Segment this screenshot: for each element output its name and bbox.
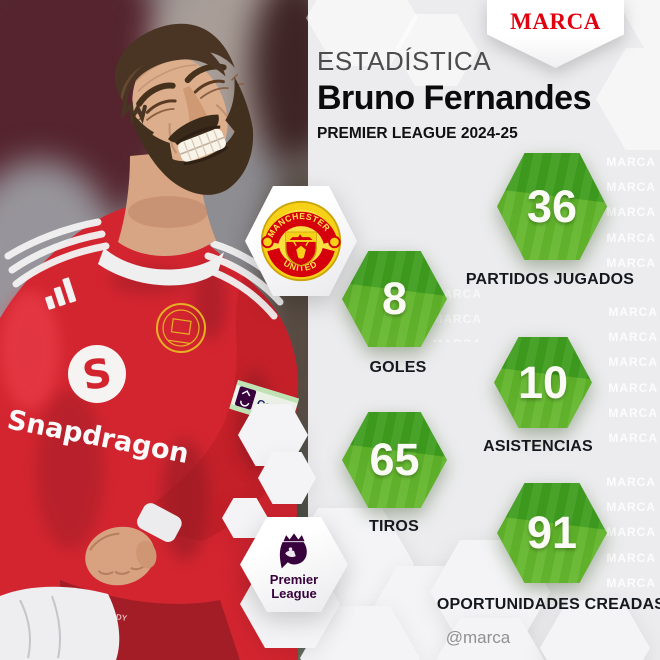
stat-label-tiros: TIROS [369,518,419,535]
marca-banner: MARCA [487,0,624,68]
stat-hex-asistencias: 10 [494,337,592,428]
mu-crest-on-jersey [156,303,206,353]
marca-logo-text: MARCA [510,9,601,34]
stat-hex-oportunidades: 91 [497,483,607,583]
stat-hex-goles: 8 [342,251,447,347]
premier-league-line2: League [271,585,317,601]
stat-hex-partidos-jugados: 36 [497,153,607,260]
undershirt-cuff [137,503,182,542]
collar [98,248,224,286]
stat-value: 10 [517,356,569,408]
season-subtitle: PREMIER LEAGUE 2024-25 [317,125,518,142]
neck-shadow [128,196,208,228]
premier-league-badge: Premier League [240,517,348,612]
stat-value: 8 [381,273,408,324]
premier-league-lion-icon [235,386,257,410]
beard [129,76,254,195]
manchester-united-crest-icon: MANCHESTER UNITED [260,200,342,282]
player-face [114,23,254,195]
adidas-logo [45,277,77,310]
grimace-teeth [175,125,229,166]
player-illustration: S Snapdragon Capta MAT [0,23,300,660]
player-photo: S Snapdragon Capta MAT [0,0,308,660]
hair [114,23,235,114]
stat-value: 91 [526,507,578,558]
hand [85,526,157,586]
snapdragon-mark: S [80,350,115,400]
premier-league-lion-icon [279,533,307,569]
premier-league-wordmark: Premier League [270,573,318,600]
stat-value: 65 [369,434,420,485]
social-handle: @marca [445,628,511,647]
stat-label-asistencias: ASISTENCIAS [483,438,593,455]
premier-league-line1: Premier [269,571,319,587]
stat-label-partidos-jugados: PARTIDOS JUGADOS [465,271,635,288]
stat-value: 36 [526,180,578,232]
manchester-united-badge: MANCHESTER UNITED [245,186,357,296]
page-title: Bruno Fernandes [317,79,591,117]
stat-label-goles: GOLES [369,359,427,376]
stat-hex-tiros: 65 [342,412,447,508]
marca-logo: MARCA [487,0,624,68]
snapdragon-logo: S [68,345,126,403]
stat-label-oportunidades: OPORTUNIDADES CREADAS [436,596,660,613]
